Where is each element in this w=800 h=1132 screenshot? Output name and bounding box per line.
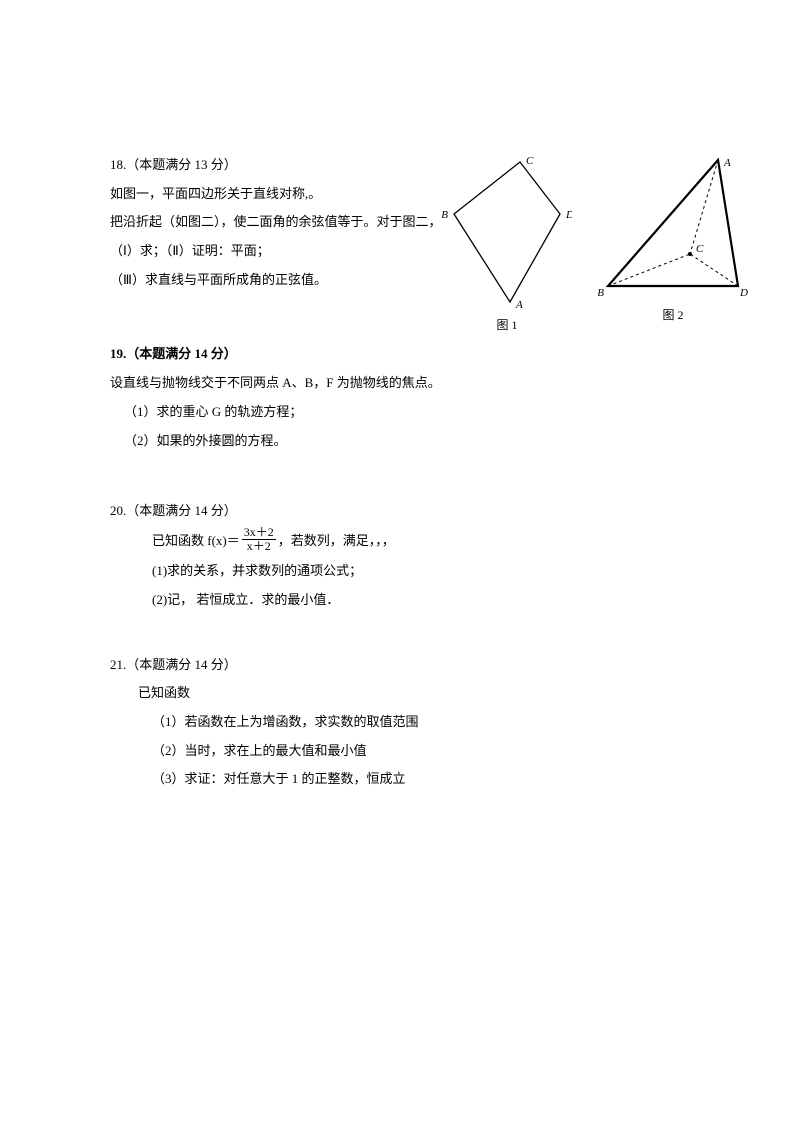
q20-body: 已知函数 f(x)＝ 3x＋2 x＋2 ，若数列，满足，，， (1)求的关系，并…: [110, 528, 690, 613]
figure-1: C B D A 图 1: [442, 154, 572, 333]
figure-2-caption: 图 2: [662, 306, 683, 323]
figure-2: A B D C 图 2: [598, 154, 748, 323]
q20-func-right: ，若数列，满足，，，: [278, 529, 395, 554]
q21-header: 21.（本题满分 14 分）: [110, 653, 690, 678]
svg-text:A: A: [515, 299, 523, 311]
q19-line1: 设直线与抛物线交于不同两点 A、B，F 为抛物线的焦点。: [110, 371, 690, 396]
q21-line3: （2）当时，求在上的最大值和最小值: [110, 739, 690, 764]
question-20: 20.（本题满分 14 分） 已知函数 f(x)＝ 3x＋2 x＋2 ，若数列，…: [110, 499, 690, 612]
q19-line3: （2）如果的外接圆的方程。: [110, 429, 690, 454]
svg-text:A: A: [723, 157, 731, 169]
figures-container: C B D A 图 1 A B D C 图 2: [442, 154, 748, 333]
q20-func-line: 已知函数 f(x)＝ 3x＋2 x＋2 ，若数列，满足，，，: [110, 528, 690, 555]
q20-line3: (2)记， 若恒成立．求的最小值．: [110, 588, 690, 613]
svg-text:C: C: [526, 155, 534, 167]
figure-1-caption: 图 1: [496, 316, 517, 333]
q21-line2: （1）若函数在上为增函数，求实数的取值范围: [110, 710, 690, 735]
svg-text:C: C: [696, 243, 704, 255]
q21-line1: 已知函数: [110, 681, 690, 706]
svg-text:B: B: [598, 287, 604, 299]
fraction-numerator: 3x＋2: [242, 526, 276, 540]
q19-line2: （1）求的重心 G 的轨迹方程；: [110, 400, 690, 425]
q20-func-left: 已知函数 f(x)＝: [152, 529, 240, 554]
q19-body: 设直线与抛物线交于不同两点 A、B，F 为抛物线的焦点。 （1）求的重心 G 的…: [110, 371, 690, 453]
q21-line4: （3）求证：对任意大于 1 的正整数，恒成立: [110, 767, 690, 792]
q20-header: 20.（本题满分 14 分）: [110, 499, 690, 524]
svg-text:D: D: [565, 209, 572, 221]
svg-text:D: D: [739, 287, 748, 299]
figure-2-svg: A B D C: [598, 154, 748, 304]
q21-body: 已知函数 （1）若函数在上为增函数，求实数的取值范围 （2）当时，求在上的最大值…: [110, 681, 690, 792]
q19-header: 19.（本题满分 14 分）: [110, 342, 690, 367]
figure-1-svg: C B D A: [442, 154, 572, 314]
fraction-denominator: x＋2: [242, 540, 276, 553]
q20-line2: (1)求的关系，并求数列的通项公式；: [110, 559, 690, 584]
question-21: 21.（本题满分 14 分） 已知函数 （1）若函数在上为增函数，求实数的取值范…: [110, 653, 690, 792]
fraction: 3x＋2 x＋2: [242, 526, 276, 553]
question-19: 19.（本题满分 14 分） 设直线与抛物线交于不同两点 A、B，F 为抛物线的…: [110, 342, 690, 453]
svg-text:B: B: [442, 209, 448, 221]
